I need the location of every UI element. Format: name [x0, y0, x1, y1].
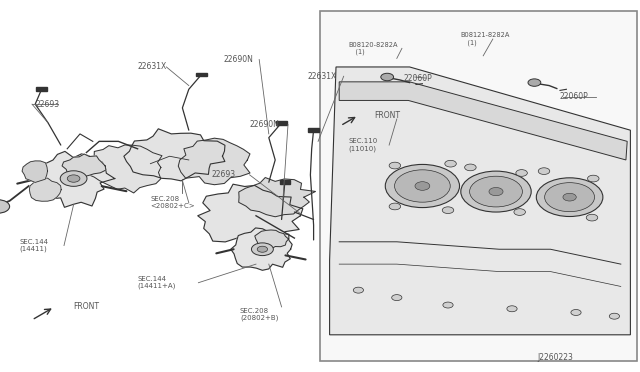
Circle shape — [528, 79, 541, 86]
Text: B08121-8282A
   (1): B08121-8282A (1) — [461, 32, 510, 46]
Bar — [276, 121, 287, 125]
Polygon shape — [231, 228, 292, 270]
Polygon shape — [239, 177, 316, 217]
Circle shape — [60, 171, 87, 186]
Circle shape — [489, 187, 503, 196]
Circle shape — [538, 168, 550, 174]
Circle shape — [461, 171, 531, 212]
Circle shape — [443, 302, 453, 308]
Polygon shape — [179, 138, 250, 185]
Circle shape — [252, 243, 273, 256]
Bar — [36, 87, 47, 91]
Text: 22631X: 22631X — [138, 62, 167, 71]
Text: 22693: 22693 — [211, 170, 236, 179]
Text: 22690N: 22690N — [224, 55, 254, 64]
Polygon shape — [198, 184, 303, 248]
Text: J2260223: J2260223 — [538, 353, 573, 362]
Polygon shape — [330, 67, 630, 335]
Text: SEC.208
(20802+B): SEC.208 (20802+B) — [240, 308, 278, 321]
Circle shape — [609, 313, 620, 319]
Polygon shape — [22, 161, 47, 182]
Circle shape — [0, 200, 10, 213]
Circle shape — [389, 162, 401, 169]
Text: SEC.144
(14411+A): SEC.144 (14411+A) — [138, 276, 176, 289]
Text: SEC.208
<20802+C>: SEC.208 <20802+C> — [150, 196, 195, 209]
Text: FRONT: FRONT — [74, 302, 100, 311]
Polygon shape — [62, 154, 106, 177]
Text: 22060P: 22060P — [560, 92, 589, 101]
Circle shape — [545, 183, 595, 212]
Circle shape — [514, 209, 525, 215]
Circle shape — [586, 214, 598, 221]
Circle shape — [445, 160, 456, 167]
Circle shape — [395, 170, 451, 202]
Polygon shape — [29, 178, 61, 201]
Circle shape — [507, 306, 517, 312]
Text: 22690N: 22690N — [250, 120, 280, 129]
Text: 22693: 22693 — [35, 100, 60, 109]
Circle shape — [536, 178, 603, 217]
Polygon shape — [124, 129, 225, 181]
Polygon shape — [339, 82, 627, 160]
Text: 22060P: 22060P — [403, 74, 432, 83]
Text: B08120-8282A
   (1): B08120-8282A (1) — [349, 42, 398, 55]
Text: SEC.144
(14411): SEC.144 (14411) — [19, 239, 48, 252]
Circle shape — [465, 164, 476, 171]
Bar — [320, 11, 637, 361]
Circle shape — [470, 176, 522, 207]
Circle shape — [353, 287, 364, 293]
Circle shape — [389, 203, 401, 210]
Bar — [308, 128, 319, 132]
Text: 22631X: 22631X — [307, 72, 337, 81]
Circle shape — [415, 182, 430, 190]
Polygon shape — [39, 151, 115, 207]
Circle shape — [257, 246, 268, 252]
Bar — [280, 180, 290, 184]
Circle shape — [588, 175, 599, 182]
Circle shape — [392, 295, 402, 301]
Polygon shape — [255, 230, 289, 249]
Text: SEC.110
(11010): SEC.110 (11010) — [349, 138, 378, 152]
Circle shape — [563, 193, 576, 201]
Polygon shape — [85, 145, 162, 193]
Circle shape — [381, 73, 394, 81]
Circle shape — [385, 164, 460, 208]
Circle shape — [516, 170, 527, 176]
Text: FRONT: FRONT — [374, 111, 401, 120]
Bar — [196, 73, 207, 76]
Circle shape — [67, 175, 80, 182]
Circle shape — [442, 207, 454, 214]
Circle shape — [571, 310, 581, 315]
